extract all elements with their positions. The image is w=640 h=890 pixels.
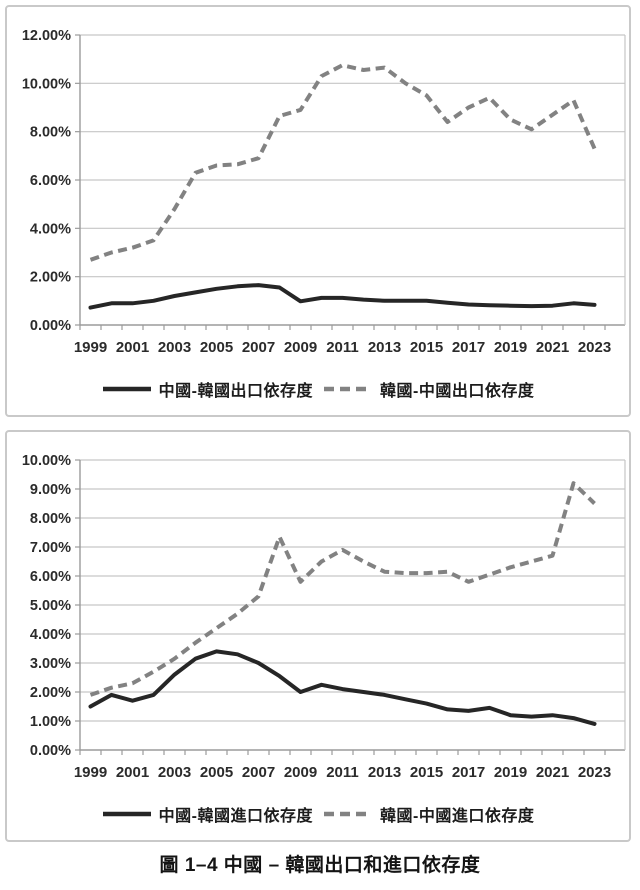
svg-text:12.00%: 12.00%	[22, 28, 71, 44]
svg-text:2021: 2021	[536, 339, 569, 356]
svg-text:2.00%: 2.00%	[30, 685, 71, 701]
svg-text:2017: 2017	[452, 339, 485, 356]
svg-text:6.00%: 6.00%	[30, 569, 71, 585]
series-lines	[88, 63, 597, 310]
x-tick-labels: 1999 2001 2003 2005 2007 2009 2011 2013 2015 2017…	[74, 339, 611, 356]
svg-text:2001: 2001	[116, 764, 149, 781]
y-gridlines	[80, 459, 625, 722]
svg-text:2015: 2015	[410, 764, 443, 781]
import-dependency-line-chart: 0.00% 1.00% 2.00% 3.00% 4.00% 5.00% 6.00% 7.00%…	[22, 453, 626, 781]
svg-text:2013: 2013	[368, 764, 401, 781]
svg-text:5.00%: 5.00%	[30, 598, 71, 614]
svg-text:2019: 2019	[494, 764, 527, 781]
solid-line-sample-icon	[102, 811, 151, 817]
svg-text:2005: 2005	[200, 764, 233, 781]
svg-text:2.00%: 2.00%	[30, 270, 71, 286]
svg-text:2003: 2003	[158, 764, 191, 781]
legend-label: 中國-韓國進口依存度	[158, 808, 313, 825]
svg-text:10.00%: 10.00%	[22, 453, 71, 469]
y-tick-labels: 0.00% 2.00% 4.00% 6.00% 8.00% 10.00% 12.00%	[22, 28, 71, 334]
svg-text:2009: 2009	[284, 339, 317, 356]
svg-text:1.00%: 1.00%	[30, 714, 71, 730]
svg-text:2015: 2015	[410, 339, 443, 356]
svg-text:2011: 2011	[326, 764, 359, 781]
y-gridlines	[80, 34, 625, 278]
svg-text:7.00%: 7.00%	[30, 540, 71, 556]
svg-text:2001: 2001	[116, 339, 149, 356]
svg-text:2007: 2007	[242, 339, 275, 356]
svg-text:0.00%: 0.00%	[30, 318, 71, 334]
export-chart-legend: 中國-韓國出口依存度 韓國-中國出口依存度	[7, 365, 629, 413]
series-line-solid	[88, 649, 597, 726]
import-chart-legend: 中國-韓國進口依存度 韓國-中國進口依存度	[7, 790, 629, 838]
svg-text:1999: 1999	[74, 764, 107, 781]
svg-text:2007: 2007	[242, 764, 275, 781]
series-line-dashed	[89, 481, 596, 697]
svg-text:1999: 1999	[74, 339, 107, 356]
svg-text:2023: 2023	[578, 339, 611, 356]
svg-text:2005: 2005	[200, 339, 233, 356]
series-line-dashed	[89, 63, 597, 262]
import-dependency-chart-panel: 0.00% 1.00% 2.00% 3.00% 4.00% 5.00% 6.00% 7.00%…	[5, 430, 631, 842]
svg-text:4.00%: 4.00%	[30, 221, 71, 237]
svg-text:3.00%: 3.00%	[30, 656, 71, 672]
legend-label: 韓國-中國出口依存度	[380, 383, 535, 400]
legend-item-korea-china-export: 韓國-中國出口依存度	[323, 377, 534, 401]
svg-text:2011: 2011	[326, 339, 359, 356]
export-dependency-line-chart: 0.00% 2.00% 4.00% 6.00% 8.00% 10.00% 12.00% 199…	[22, 28, 626, 356]
svg-text:2003: 2003	[158, 339, 191, 356]
axes	[75, 459, 626, 755]
svg-text:2013: 2013	[368, 339, 401, 356]
svg-text:9.00%: 9.00%	[30, 482, 71, 498]
legend-item-china-korea-export: 中國-韓國出口依存度	[102, 377, 313, 401]
svg-text:0.00%: 0.00%	[30, 743, 71, 759]
figure-caption: 圖 1–4 中國 – 韓國出口和進口依存度	[159, 855, 481, 876]
svg-text:2009: 2009	[284, 764, 317, 781]
dashed-line-sample-icon	[324, 811, 372, 817]
solid-line-sample-icon	[102, 386, 151, 392]
x-tick-labels: 1999 2001 2003 2005 2007 2009 2011 2013 2015 2017…	[74, 764, 611, 781]
svg-text:2017: 2017	[452, 764, 485, 781]
svg-text:2019: 2019	[494, 339, 527, 356]
legend-item-china-korea-import: 中國-韓國進口依存度	[102, 802, 313, 826]
y-tick-labels: 0.00% 1.00% 2.00% 3.00% 4.00% 5.00% 6.00% 7.00%…	[22, 453, 71, 759]
export-dependency-chart-panel: 0.00% 2.00% 4.00% 6.00% 8.00% 10.00% 12.00% 199…	[5, 5, 631, 417]
svg-text:10.00%: 10.00%	[22, 76, 71, 92]
series-line-solid	[88, 283, 597, 310]
svg-text:6.00%: 6.00%	[30, 173, 71, 189]
svg-text:2023: 2023	[578, 764, 611, 781]
legend-label: 中國-韓國出口依存度	[158, 383, 313, 400]
svg-text:8.00%: 8.00%	[30, 125, 71, 141]
legend-item-korea-china-import: 韓國-中國進口依存度	[323, 802, 534, 826]
svg-text:2021: 2021	[536, 764, 569, 781]
axes	[75, 34, 626, 330]
series-lines	[88, 481, 597, 726]
svg-text:4.00%: 4.00%	[30, 627, 71, 643]
legend-label: 韓國-中國進口依存度	[380, 808, 535, 825]
dashed-line-sample-icon	[324, 386, 372, 392]
svg-text:8.00%: 8.00%	[30, 511, 71, 527]
